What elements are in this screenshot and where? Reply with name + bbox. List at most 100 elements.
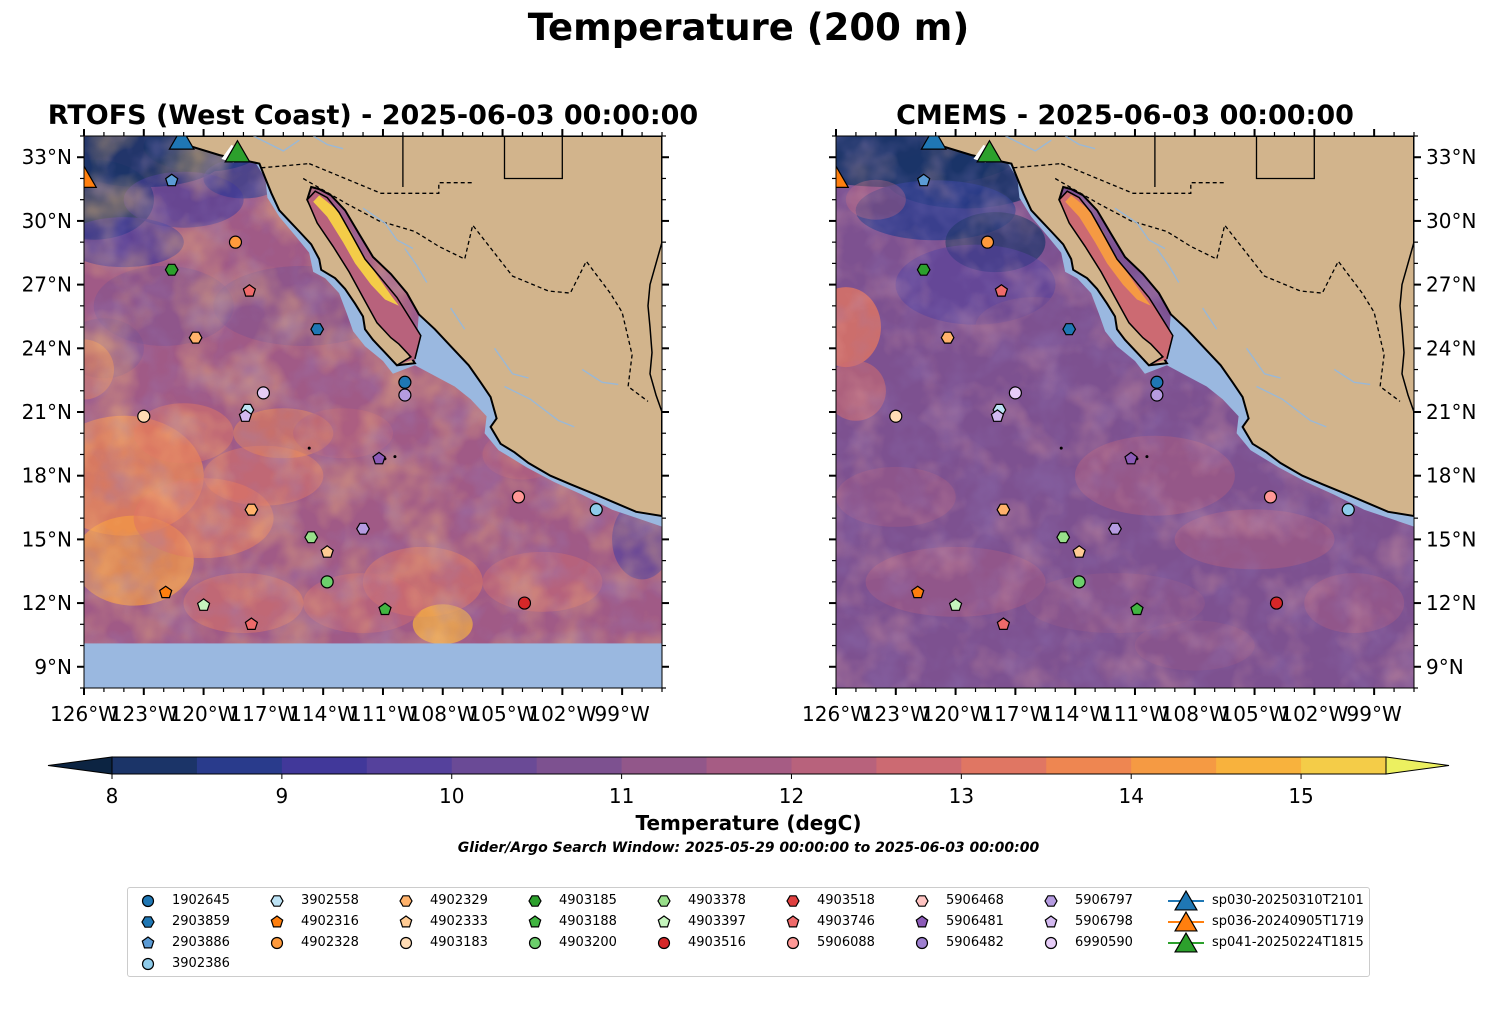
land-east-edge xyxy=(1399,241,1414,413)
gulf-of-california xyxy=(307,191,421,366)
triangle-marker-icon xyxy=(1174,889,1198,911)
lat-tick-label: 18°N xyxy=(22,464,72,488)
argo-float-marker xyxy=(164,173,179,187)
argo-float-marker xyxy=(304,531,319,544)
argo-float-marker xyxy=(948,598,963,611)
pentagon-marker-icon xyxy=(270,915,284,928)
legend-label: 4903397 xyxy=(688,914,746,929)
pentagon-marker-icon xyxy=(657,915,671,928)
legend-label: 4902328 xyxy=(301,935,359,950)
legend-label: 2903859 xyxy=(172,914,230,929)
circle-marker-icon xyxy=(786,936,800,950)
lon-tick-label: 105°W xyxy=(469,702,537,726)
lat-tick-label: 15°N xyxy=(22,527,72,551)
legend-label: 4903746 xyxy=(817,914,875,929)
map-panel-rtofs: 9°N 12°N 15°N 18°N 21°N 24°N 27°N 30°N 33°N 126°W… xyxy=(22,129,669,726)
triangle-marker-icon xyxy=(1168,889,1204,911)
legend-label: 4902316 xyxy=(301,914,359,929)
colorbar-bin xyxy=(876,757,962,774)
pentagon-marker-icon xyxy=(786,915,800,928)
legend-label: 2903886 xyxy=(172,935,230,950)
hexagon-marker-icon xyxy=(1044,895,1058,907)
gulf-warm-water xyxy=(313,195,399,306)
no-data-band xyxy=(84,643,662,688)
circle-marker-icon xyxy=(657,936,671,950)
legend-label: 1902645 xyxy=(172,893,230,908)
argo-float-marker xyxy=(1150,388,1164,402)
argo-float-marker xyxy=(137,409,151,423)
argo-float-marker xyxy=(996,503,1011,516)
circle-marker-icon xyxy=(528,936,542,950)
map-axes-cmems: 9°N 12°N 15°N 18°N 21°N 24°N 27°N 30°N 33°N 126°W… xyxy=(802,129,1476,726)
map-panel-cmems: 9°N 12°N 15°N 18°N 21°N 24°N 27°N 30°N 33°N 126°W… xyxy=(802,129,1476,726)
lat-tick-label: 24°N xyxy=(22,336,72,360)
pentagon-marker-icon xyxy=(399,915,413,928)
lon-tick-label: 111°W xyxy=(1101,702,1169,726)
argo-float-marker xyxy=(1072,545,1086,558)
rivers xyxy=(1005,136,1371,428)
colorbar-tick-label: 9 xyxy=(275,784,288,808)
legend-label: 5906088 xyxy=(817,935,875,950)
argo-float-marker xyxy=(320,545,334,558)
circle-marker-icon xyxy=(657,936,671,950)
lon-tick-label: 111°W xyxy=(349,702,417,726)
hexagon-marker-icon xyxy=(270,895,284,907)
lon-tick-label: 102°W xyxy=(528,702,596,726)
lat-tick-label: 21°N xyxy=(22,400,72,424)
lat-tick-label: 15°N xyxy=(1426,527,1476,551)
argo-float-marker xyxy=(1263,490,1278,504)
colorbar-bin xyxy=(451,757,538,774)
lat-tick-label: 9°N xyxy=(34,655,72,679)
colorbar-bin xyxy=(196,757,283,774)
lon-tick-label: 108°W xyxy=(1161,702,1229,726)
circle-marker-icon xyxy=(786,936,800,950)
legend-label: 4903183 xyxy=(430,935,488,950)
argo-float-marker xyxy=(378,602,392,616)
colorbar-bin xyxy=(791,757,877,774)
legend-label: sp030-20250310T2101 xyxy=(1212,893,1364,908)
map-axes-rtofs: 9°N 12°N 15°N 18°N 21°N 24°N 27°N 30°N 33°N 126°W… xyxy=(22,129,669,726)
legend-label: 3902386 xyxy=(172,956,230,971)
argo-float-marker xyxy=(238,409,253,422)
legend-label: 3902558 xyxy=(301,893,359,908)
pentagon-marker-icon xyxy=(786,915,800,928)
colorbar-max-extend xyxy=(1385,756,1450,775)
circle-marker-icon xyxy=(141,894,155,908)
colorbar-bin xyxy=(1131,757,1217,774)
gulf-coast-lower xyxy=(1058,190,1174,366)
pentagon-marker-icon xyxy=(141,936,155,949)
colorbar-tick-label: 15 xyxy=(1288,784,1313,808)
argo-float-marker xyxy=(1008,386,1022,400)
circle-marker-icon xyxy=(915,936,929,950)
colorbar-bin xyxy=(1216,757,1302,774)
argo-float-marker xyxy=(242,283,257,297)
lat-tick-label: 33°N xyxy=(22,145,72,169)
circle-marker-icon xyxy=(399,936,413,950)
lon-tick-label: 99°W xyxy=(1347,702,1402,726)
hexagon-marker-icon xyxy=(399,895,413,907)
legend-label: 4903518 xyxy=(817,893,875,908)
gulf-coast-lower xyxy=(306,190,422,366)
triangle-marker-icon xyxy=(1168,931,1204,953)
argo-float-marker xyxy=(164,263,179,276)
pentagon-marker-icon xyxy=(528,915,542,928)
legend-label: 4903516 xyxy=(688,935,746,950)
legend-label: 4903188 xyxy=(559,914,617,929)
argo-float-marker xyxy=(320,575,334,589)
lon-tick-label: 102°W xyxy=(1280,702,1348,726)
lon-tick-label: 123°W xyxy=(110,702,178,726)
legend-label: 4903378 xyxy=(688,893,746,908)
hexagon-marker-icon xyxy=(657,895,671,907)
platform-markers xyxy=(84,136,603,631)
gulf-warm-water xyxy=(1065,195,1151,306)
search-window-text: Glider/Argo Search Window: 2025-05-29 00… xyxy=(457,840,1040,856)
lat-tick-label: 9°N xyxy=(1426,655,1464,679)
argo-float-marker xyxy=(996,617,1011,631)
triangle-marker-icon xyxy=(1174,910,1198,932)
colorbar-bin xyxy=(281,757,368,774)
colorbar-bin xyxy=(706,757,792,774)
rivers xyxy=(253,136,619,428)
hexagon-marker-icon xyxy=(786,895,800,907)
colorbar-tick-label: 13 xyxy=(949,784,974,808)
lon-tick-label: 120°W xyxy=(170,702,238,726)
